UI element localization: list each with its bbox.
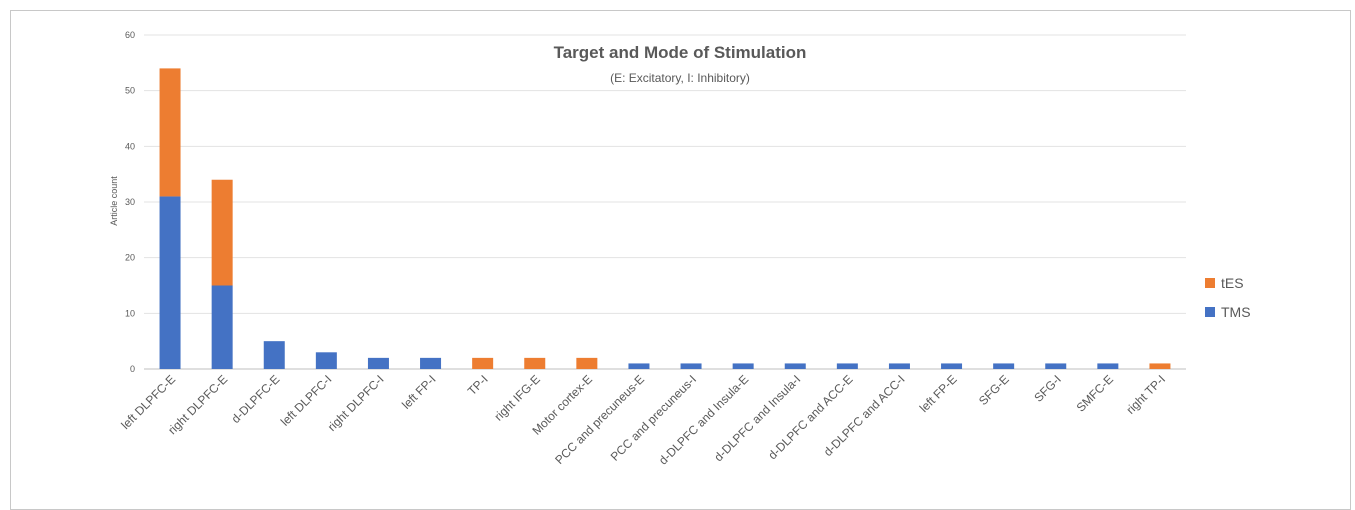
x-tick-label: SFG-I [1031,372,1064,405]
chart-frame [10,10,1351,510]
bar-tms [367,357,389,369]
x-tick-label: left FP-E [917,372,960,415]
chart-title: Target and Mode of Stimulation [554,43,807,62]
bar-tes [211,179,233,286]
y-tick-label: 20 [125,253,135,263]
bar-tms [420,357,442,369]
y-axis-label: Article count [109,176,119,226]
bar-tes [1149,363,1171,369]
x-tick-label: TP-I [465,372,491,398]
bar-tms [263,341,285,369]
bar-tms [836,363,858,369]
legend-swatch [1205,278,1215,288]
x-tick-label: right TP-I [1123,372,1168,417]
y-tick-label: 0 [130,364,135,374]
bar-tms [628,363,650,369]
x-tick-label: right IFG-E [491,372,542,423]
bar-tms [888,363,910,369]
x-tick-label: SFG-E [976,372,1012,408]
y-tick-label: 10 [125,308,135,318]
y-axis-ticks: 0 10 20 30 40 50 60 [125,30,135,374]
bar-tes [576,357,598,369]
y-tick-label: 40 [125,141,135,151]
x-tick-label: PCC and precuneus-I [608,372,700,464]
bar-tms [159,196,181,369]
x-tick-label: left FP-I [399,372,439,412]
x-tick-label: right DLPFC-I [325,372,387,434]
chart-subtitle: (E: Excitatory, I: Inhibitory) [610,71,750,85]
x-tick-label: SMFC-E [1074,372,1116,414]
bar-tms [784,363,806,369]
bar-tms [1097,363,1119,369]
bar-tms [315,352,337,369]
x-tick-label: d-DLPFC and Insula-I [711,372,803,464]
y-tick-label: 60 [125,30,135,40]
x-tick-label: d-DLPFC and Insula-E [656,372,751,467]
bar-tms [732,363,754,369]
bar-tms [993,363,1015,369]
legend-label: tES [1221,275,1244,291]
legend-swatch [1205,307,1215,317]
bar-tes [472,357,494,369]
bar-tes [524,357,546,369]
legend: tES TMS [1205,275,1251,320]
bars [159,68,1171,369]
bar-tms [941,363,963,369]
y-tick-label: 50 [125,86,135,96]
x-tick-label: d-DLPFC-E [229,372,283,426]
bar-tms [1045,363,1067,369]
y-tick-label: 30 [125,197,135,207]
bar-tms [211,285,233,369]
legend-label: TMS [1221,304,1251,320]
x-tick-label: left DLPFC-I [278,372,335,429]
bar-tms [680,363,702,369]
bar-tes [159,68,181,197]
x-tick-label: PCC and precuneus-E [552,372,647,467]
gridlines [144,34,1186,370]
